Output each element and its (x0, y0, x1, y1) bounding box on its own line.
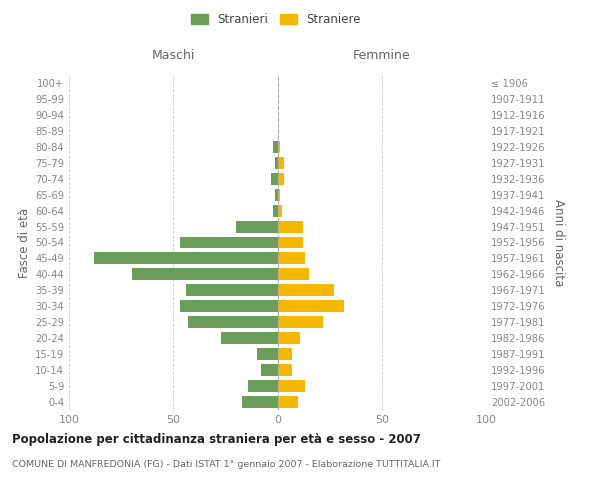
Bar (277, 316, 323, 328)
Bar (94, 252, 277, 264)
Bar (275, 188, 277, 200)
Text: Maschi: Maschi (152, 49, 195, 62)
Bar (236, 220, 277, 232)
Bar (179, 236, 277, 248)
Legend: Stranieri, Straniere: Stranieri, Straniere (187, 8, 365, 31)
Bar (277, 396, 298, 408)
Bar (271, 172, 277, 184)
Bar (188, 316, 277, 328)
Bar (277, 380, 305, 392)
Text: Femmine: Femmine (353, 49, 410, 62)
Bar (277, 252, 305, 264)
Y-axis label: Fasce di età: Fasce di età (18, 208, 31, 278)
Bar (274, 141, 277, 153)
Bar (277, 220, 302, 232)
Bar (261, 364, 277, 376)
Bar (277, 236, 302, 248)
Bar (277, 172, 284, 184)
Bar (277, 268, 309, 280)
Bar (242, 396, 277, 408)
Bar (274, 204, 277, 216)
Bar (257, 348, 277, 360)
Bar (275, 157, 277, 168)
Bar (248, 380, 277, 392)
Bar (277, 188, 280, 200)
Bar (277, 364, 292, 376)
Bar (277, 204, 281, 216)
Bar (179, 300, 277, 312)
Bar (277, 157, 284, 168)
Bar (277, 332, 301, 344)
Bar (131, 268, 277, 280)
Bar (277, 348, 292, 360)
Y-axis label: Anni di nascita: Anni di nascita (552, 199, 565, 286)
Text: COMUNE DI MANFREDONIA (FG) - Dati ISTAT 1° gennaio 2007 - Elaborazione TUTTITALI: COMUNE DI MANFREDONIA (FG) - Dati ISTAT … (12, 460, 440, 469)
Text: Popolazione per cittadinanza straniera per età e sesso - 2007: Popolazione per cittadinanza straniera p… (12, 432, 421, 446)
Bar (186, 284, 277, 296)
Bar (277, 300, 344, 312)
Bar (277, 284, 334, 296)
Bar (221, 332, 277, 344)
Bar (277, 141, 280, 153)
